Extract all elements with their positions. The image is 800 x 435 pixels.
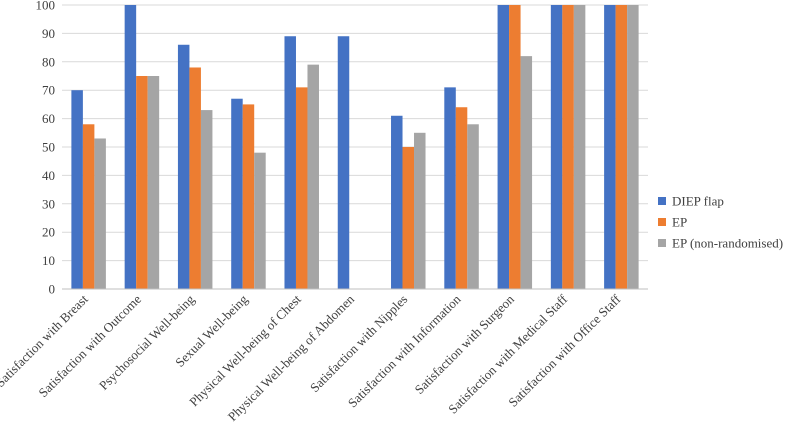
bar-ep [615, 5, 628, 289]
bar-diep-flap [177, 44, 190, 290]
bar-diep-flap [124, 5, 137, 289]
bar-ep [189, 67, 201, 289]
y-axis-tick-labels: 0 10 20 30 40 50 60 70 80 90 100 [36, 0, 56, 297]
legend-swatch [658, 239, 666, 247]
bar-ep [295, 87, 308, 289]
bar-diep-flap [550, 5, 563, 289]
y-tick-label: 40 [42, 168, 55, 183]
gridlines [62, 4, 648, 262]
x-category-label: Satisfaction with Office Staff [505, 291, 624, 410]
bar-ep [82, 124, 95, 289]
x-category-label: Satisfaction with Breast [0, 291, 91, 390]
y-tick-label: 0 [49, 282, 56, 297]
bar-diep-flap [71, 90, 83, 289]
x-category-label: Satisfaction with Nipples [307, 292, 411, 396]
bar-ep [455, 107, 468, 290]
x-category-label: Psychosocial Well-being [96, 291, 198, 393]
bar-diep-flap [604, 5, 616, 289]
bar-ep [509, 5, 521, 289]
bar-ep-non-randomised [147, 76, 160, 289]
legend-label: EP [672, 215, 687, 230]
bar-diep-flap [444, 87, 456, 289]
bar-ep-non-randomised [94, 138, 106, 289]
y-tick-label: 20 [42, 225, 55, 240]
y-tick-label: 50 [42, 140, 55, 155]
bar-ep-non-randomised [307, 64, 319, 289]
y-tick-label: 70 [42, 83, 55, 98]
bar-ep-non-randomised [414, 132, 426, 289]
bar-ep [136, 76, 148, 289]
bar-diep-flap [497, 5, 510, 289]
bar-diep-flap [231, 98, 243, 289]
bar-diep-flap [337, 36, 350, 289]
bar-ep-non-randomised [520, 56, 533, 290]
bar-ep [562, 5, 574, 289]
legend: DIEP flap EP EP (non-randomised) [658, 194, 783, 251]
bar-ep-non-randomised [627, 5, 639, 289]
y-tick-label: 80 [42, 54, 55, 69]
y-tick-label: 30 [42, 196, 55, 211]
bars [71, 5, 639, 290]
bar-ep-non-randomised [573, 5, 586, 289]
bar-ep-non-randomised [467, 124, 479, 289]
y-tick-label: 90 [42, 26, 55, 41]
bar-diep-flap [391, 115, 403, 289]
x-category-label: Satisfaction with Surgeon [412, 291, 518, 397]
y-tick-label: 60 [42, 111, 55, 126]
bar-ep [402, 147, 415, 289]
x-category-label: Satisfaction with Outcome [35, 291, 144, 400]
bar-ep-non-randomised [254, 152, 266, 289]
bar-diep-flap [284, 36, 296, 289]
y-tick-label: 10 [42, 253, 55, 268]
legend-label: EP (non-randomised) [672, 236, 783, 251]
legend-label: DIEP flap [672, 194, 724, 209]
y-tick-label: 100 [36, 0, 56, 13]
bar-ep [242, 104, 255, 290]
bar-ep-non-randomised [200, 110, 213, 289]
legend-swatch [658, 197, 666, 205]
legend-swatch [658, 218, 666, 226]
